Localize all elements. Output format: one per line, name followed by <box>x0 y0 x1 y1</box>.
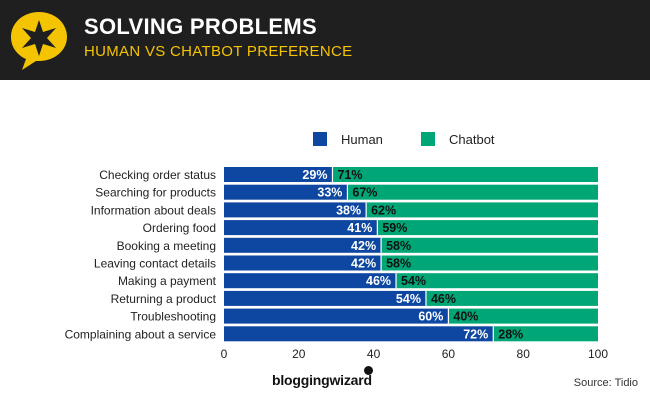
bar-chatbot <box>347 184 598 200</box>
data-label-human: 60% <box>418 310 443 324</box>
category-label: Returning a product <box>111 292 217 306</box>
chart-title: SOLVING PROBLEMS <box>84 14 317 39</box>
category-label: Complaining about a service <box>65 327 217 341</box>
bar-human <box>224 184 348 200</box>
x-tick-label: 80 <box>517 347 531 361</box>
header-banner: SOLVING PROBLEMS HUMAN VS CHATBOT PREFER… <box>0 0 650 80</box>
data-label-human: 54% <box>396 292 421 306</box>
bar-human <box>224 255 382 271</box>
brand-dot-icon <box>364 366 373 375</box>
bar-chatbot <box>332 167 598 182</box>
bar-chatbot <box>425 290 598 306</box>
data-label-human: 41% <box>347 221 372 235</box>
bar-human <box>224 290 426 306</box>
category-label: Leaving contact details <box>94 257 216 271</box>
x-tick-label: 0 <box>221 347 228 361</box>
data-label-chatbot: 54% <box>401 274 426 288</box>
bar-human <box>224 308 449 324</box>
x-tick-label: 40 <box>367 347 381 361</box>
category-label: Checking order status <box>99 168 216 182</box>
data-label-chatbot: 58% <box>386 257 411 271</box>
legend-item-human: Human <box>313 130 383 148</box>
data-label-chatbot: 71% <box>337 168 362 182</box>
data-label-chatbot: 46% <box>431 292 456 306</box>
data-label-chatbot: 40% <box>453 310 478 324</box>
data-label-human: 33% <box>317 186 342 200</box>
bar-chatbot <box>448 308 598 324</box>
data-label-human: 46% <box>366 274 391 288</box>
bar-chatbot <box>381 255 598 271</box>
data-label-chatbot: 59% <box>382 221 407 235</box>
category-label: Troubleshooting <box>130 310 216 324</box>
x-tick-label: 20 <box>292 347 306 361</box>
bar-chatbot <box>366 202 598 218</box>
source-note: Source: Tidio <box>573 377 638 389</box>
x-tick-label: 60 <box>442 347 456 361</box>
category-label: Ordering food <box>143 221 216 235</box>
bar-human <box>224 167 333 182</box>
bar-human <box>224 237 382 253</box>
star-speech-bubble-icon <box>11 12 67 70</box>
data-label-chatbot: 58% <box>386 239 411 253</box>
data-label-chatbot: 28% <box>498 327 523 341</box>
data-label-human: 29% <box>302 168 327 182</box>
category-label: Making a payment <box>118 274 217 288</box>
data-label-human: 72% <box>463 327 488 341</box>
category-label: Booking a meeting <box>117 239 216 253</box>
brand-logo: bloggingwizard <box>272 372 372 388</box>
bar-human <box>224 326 494 342</box>
data-label-human: 42% <box>351 257 376 271</box>
legend-swatch-chatbot <box>421 132 435 146</box>
chart-subtitle: HUMAN VS CHATBOT PREFERENCE <box>84 43 353 60</box>
category-label: Information about deals <box>91 203 216 217</box>
bar-chatbot <box>396 273 598 289</box>
data-label-chatbot: 67% <box>352 186 377 200</box>
bar-human <box>224 202 367 218</box>
legend-label-chatbot: Chatbot <box>449 131 495 147</box>
legend-swatch-human <box>313 132 327 146</box>
bar-chatbot <box>377 220 598 236</box>
bar-human <box>224 220 378 236</box>
bar-chatbot <box>493 326 598 342</box>
legend-label-human: Human <box>341 131 383 147</box>
data-label-chatbot: 62% <box>371 203 396 217</box>
bar-human <box>224 273 397 289</box>
category-label: Searching for products <box>95 186 216 200</box>
bar-chatbot <box>381 237 598 253</box>
legend-item-chatbot: Chatbot <box>421 130 495 148</box>
x-tick-label: 100 <box>588 347 608 361</box>
data-label-human: 42% <box>351 239 376 253</box>
data-label-human: 38% <box>336 203 361 217</box>
